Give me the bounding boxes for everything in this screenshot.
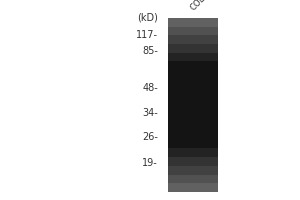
Text: (kD): (kD) <box>137 13 158 23</box>
Text: 19-: 19- <box>142 158 158 168</box>
Text: 117-: 117- <box>136 30 158 40</box>
Text: 34-: 34- <box>142 108 158 118</box>
Text: COL0205: COL0205 <box>189 0 222 12</box>
Text: 85-: 85- <box>142 46 158 56</box>
Text: 48-: 48- <box>142 83 158 93</box>
Text: 26-: 26- <box>142 132 158 142</box>
